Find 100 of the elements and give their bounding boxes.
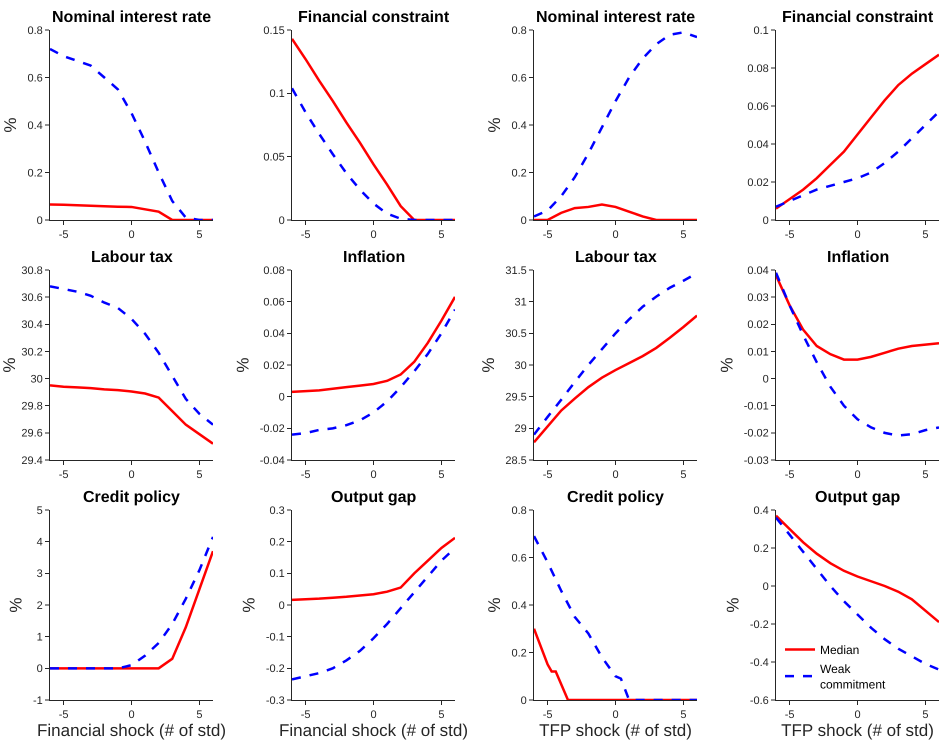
y-tick-label: 0.06 bbox=[263, 296, 285, 309]
y-tick-label: -0.03 bbox=[744, 454, 769, 467]
y-axis-title: % bbox=[1, 117, 20, 133]
x-tick-label: -5 bbox=[542, 229, 552, 242]
y-tick-label: 0 bbox=[762, 580, 769, 593]
y-tick-label: 0.06 bbox=[747, 100, 769, 113]
line-series bbox=[776, 514, 939, 624]
y-tick-label: -0.4 bbox=[750, 656, 769, 669]
x-tick-label: 5 bbox=[922, 709, 928, 722]
y-tick-label: 30.2 bbox=[21, 346, 43, 358]
y-tick-label: 30 bbox=[30, 373, 43, 386]
line-series bbox=[50, 285, 213, 426]
x-tick-label: -5 bbox=[58, 469, 68, 482]
y-axis-title: % bbox=[0, 357, 19, 373]
y-axis-title: % bbox=[723, 597, 742, 613]
y-tick-label: 4 bbox=[36, 536, 43, 549]
x-tick-label: -5 bbox=[542, 469, 552, 482]
y-tick-label: 0.2 bbox=[28, 167, 43, 180]
x-tick-label: 0 bbox=[854, 469, 861, 482]
chart-title: Inflation bbox=[827, 249, 890, 266]
y-tick-label: 0.4 bbox=[754, 504, 769, 517]
y-tick-label: 0 bbox=[762, 373, 769, 386]
chart-title: Output gap bbox=[815, 489, 901, 506]
line-series bbox=[534, 31, 697, 218]
line-series bbox=[292, 296, 455, 394]
y-tick-label: 0 bbox=[520, 694, 527, 707]
chart-title: Credit policy bbox=[83, 489, 180, 506]
line-series bbox=[534, 314, 697, 444]
y-tick-label: 0.4 bbox=[28, 120, 43, 132]
x-tick-label: 5 bbox=[438, 709, 444, 722]
y-tick-label: 0.1 bbox=[270, 568, 285, 580]
x-tick-label: 0 bbox=[128, 469, 135, 482]
x-tick-label: -5 bbox=[784, 229, 794, 242]
x-tick-label: 5 bbox=[680, 229, 686, 242]
x-tick-label: -5 bbox=[784, 709, 794, 722]
y-tick-label: -0.6 bbox=[750, 694, 769, 707]
y-tick-label: 0.2 bbox=[512, 167, 527, 180]
y-tick-label: 0.08 bbox=[263, 264, 285, 277]
y-tick-label: -0.2 bbox=[266, 663, 285, 676]
y-tick-label: 0.03 bbox=[747, 292, 769, 304]
x-tick-label: -5 bbox=[542, 709, 552, 722]
x-tick-label: 0 bbox=[854, 709, 861, 722]
x-tick-label: 5 bbox=[196, 469, 202, 482]
y-tick-label: 31.5 bbox=[505, 264, 527, 277]
y-tick-label: -0.02 bbox=[260, 423, 285, 436]
y-tick-label: 5 bbox=[36, 504, 43, 517]
chart-title: Inflation bbox=[343, 249, 406, 266]
y-tick-label: -0.3 bbox=[266, 694, 285, 707]
chart-title: Output gap bbox=[331, 489, 417, 506]
y-tick-label: 2 bbox=[36, 600, 43, 612]
x-tick-label: 5 bbox=[196, 229, 202, 242]
y-tick-label: -0.2 bbox=[750, 618, 769, 631]
y-axis-title: % bbox=[239, 597, 258, 613]
x-axis-title: TFP shock (# of std) bbox=[539, 721, 692, 740]
y-tick-label: 30.6 bbox=[21, 292, 43, 304]
y-tick-label: 0.2 bbox=[754, 542, 769, 555]
y-tick-label: 30.4 bbox=[21, 319, 43, 332]
y-tick-label: 0.05 bbox=[263, 152, 285, 164]
chart-title: Credit policy bbox=[567, 489, 664, 506]
y-tick-label: 0.02 bbox=[747, 176, 769, 189]
line-series bbox=[292, 308, 455, 436]
y-axis-title: % bbox=[485, 117, 504, 133]
x-tick-label: -5 bbox=[784, 469, 794, 482]
chart-title: Labour tax bbox=[91, 249, 173, 266]
x-tick-label: 0 bbox=[854, 229, 861, 242]
x-axis-title: Financial shock (# of std) bbox=[37, 721, 226, 740]
line-series bbox=[50, 384, 213, 445]
y-tick-label: 0.4 bbox=[512, 600, 527, 612]
y-tick-label: 28.5 bbox=[505, 454, 527, 467]
y-axis-title: % bbox=[233, 357, 252, 373]
y-tick-label: 29.8 bbox=[21, 400, 43, 413]
y-tick-label: -0.04 bbox=[260, 454, 285, 467]
x-tick-label: -5 bbox=[58, 229, 68, 242]
x-tick-label: 0 bbox=[612, 469, 619, 482]
y-tick-label: 0.04 bbox=[263, 328, 285, 340]
y-tick-label: 0.02 bbox=[747, 319, 769, 332]
y-tick-label: 0 bbox=[762, 214, 769, 227]
y-tick-label: 0.1 bbox=[754, 24, 769, 37]
y-axis-title: % bbox=[478, 357, 498, 373]
x-tick-label: -5 bbox=[300, 469, 310, 482]
chart-title: Nominal interest rate bbox=[536, 9, 696, 26]
x-tick-label: 5 bbox=[680, 469, 686, 482]
y-tick-label: -0.02 bbox=[744, 428, 769, 440]
line-series bbox=[292, 536, 455, 602]
y-axis-title: % bbox=[485, 597, 504, 613]
x-tick-label: 5 bbox=[438, 469, 444, 482]
chart-title: Nominal interest rate bbox=[52, 9, 212, 26]
x-tick-label: 5 bbox=[922, 229, 928, 242]
y-tick-label: 0.6 bbox=[512, 72, 527, 84]
x-tick-label: 0 bbox=[370, 469, 377, 482]
legend-label: Weak commitment bbox=[820, 662, 886, 692]
y-tick-label: 0 bbox=[278, 214, 285, 227]
x-tick-label: 5 bbox=[438, 229, 444, 242]
y-tick-label: 29.5 bbox=[505, 392, 527, 404]
x-tick-label: 0 bbox=[370, 709, 377, 722]
y-tick-label: 0 bbox=[36, 663, 43, 676]
x-axis-title: TFP shock (# of std) bbox=[781, 721, 934, 740]
line-series bbox=[776, 53, 939, 210]
y-tick-label: 0 bbox=[278, 392, 285, 404]
y-tick-label: -0.1 bbox=[266, 632, 285, 644]
